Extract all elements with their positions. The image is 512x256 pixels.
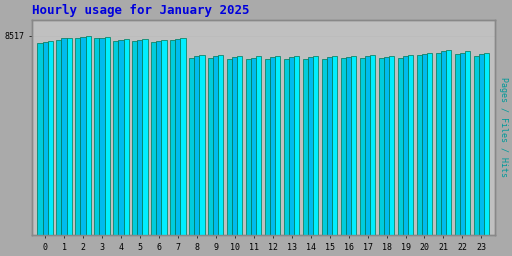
Bar bbox=[42, 42, 48, 235]
Bar bbox=[484, 53, 489, 235]
Bar bbox=[142, 39, 147, 235]
Bar bbox=[270, 57, 275, 235]
Bar bbox=[465, 51, 470, 235]
Bar bbox=[189, 58, 194, 235]
Bar bbox=[351, 56, 356, 235]
Bar bbox=[214, 57, 219, 235]
Bar bbox=[460, 52, 465, 235]
Bar bbox=[427, 52, 432, 235]
Bar bbox=[403, 56, 408, 235]
Bar bbox=[208, 58, 214, 235]
Bar bbox=[75, 38, 80, 235]
Bar bbox=[346, 57, 351, 235]
Y-axis label: Pages / Files / Hits: Pages / Files / Hits bbox=[499, 78, 508, 177]
Bar bbox=[67, 38, 72, 235]
Bar bbox=[227, 59, 232, 235]
Bar bbox=[61, 38, 67, 235]
Bar bbox=[257, 57, 262, 235]
Bar bbox=[275, 56, 281, 235]
Bar bbox=[398, 58, 403, 235]
Bar bbox=[284, 59, 289, 235]
Bar bbox=[365, 57, 370, 235]
Bar bbox=[123, 39, 129, 235]
Bar bbox=[446, 50, 451, 235]
Bar bbox=[441, 51, 446, 235]
Bar bbox=[238, 56, 243, 235]
Bar bbox=[56, 40, 61, 235]
Bar bbox=[37, 43, 42, 235]
Bar bbox=[104, 37, 110, 235]
Bar bbox=[341, 58, 346, 235]
Bar bbox=[156, 41, 161, 235]
Bar bbox=[86, 36, 91, 235]
Bar bbox=[80, 37, 86, 235]
Bar bbox=[360, 58, 365, 235]
Bar bbox=[265, 59, 270, 235]
Bar bbox=[175, 39, 180, 235]
Bar bbox=[422, 54, 427, 235]
Bar bbox=[113, 40, 118, 235]
Bar bbox=[294, 56, 300, 235]
Bar bbox=[94, 38, 99, 235]
Bar bbox=[118, 40, 123, 235]
Text: Hourly usage for January 2025: Hourly usage for January 2025 bbox=[32, 4, 249, 17]
Bar bbox=[417, 55, 422, 235]
Bar bbox=[389, 56, 394, 235]
Bar bbox=[246, 59, 251, 235]
Bar bbox=[289, 57, 294, 235]
Bar bbox=[48, 40, 53, 235]
Bar bbox=[161, 40, 166, 235]
Bar bbox=[151, 41, 156, 235]
Bar bbox=[99, 38, 104, 235]
Bar bbox=[137, 40, 142, 235]
Bar bbox=[379, 58, 384, 235]
Bar bbox=[308, 57, 313, 235]
Bar bbox=[436, 52, 441, 235]
Bar bbox=[232, 57, 238, 235]
Bar bbox=[194, 56, 199, 235]
Bar bbox=[199, 55, 204, 235]
Bar bbox=[455, 54, 460, 235]
Bar bbox=[408, 55, 413, 235]
Bar bbox=[370, 55, 375, 235]
Bar bbox=[180, 38, 185, 235]
Bar bbox=[219, 55, 224, 235]
Bar bbox=[322, 59, 327, 235]
Bar bbox=[132, 41, 137, 235]
Bar bbox=[251, 58, 257, 235]
Bar bbox=[327, 57, 332, 235]
Bar bbox=[313, 56, 318, 235]
Bar bbox=[384, 57, 389, 235]
Bar bbox=[303, 59, 308, 235]
Bar bbox=[474, 56, 479, 235]
Bar bbox=[479, 54, 484, 235]
Bar bbox=[170, 40, 175, 235]
Bar bbox=[332, 56, 337, 235]
